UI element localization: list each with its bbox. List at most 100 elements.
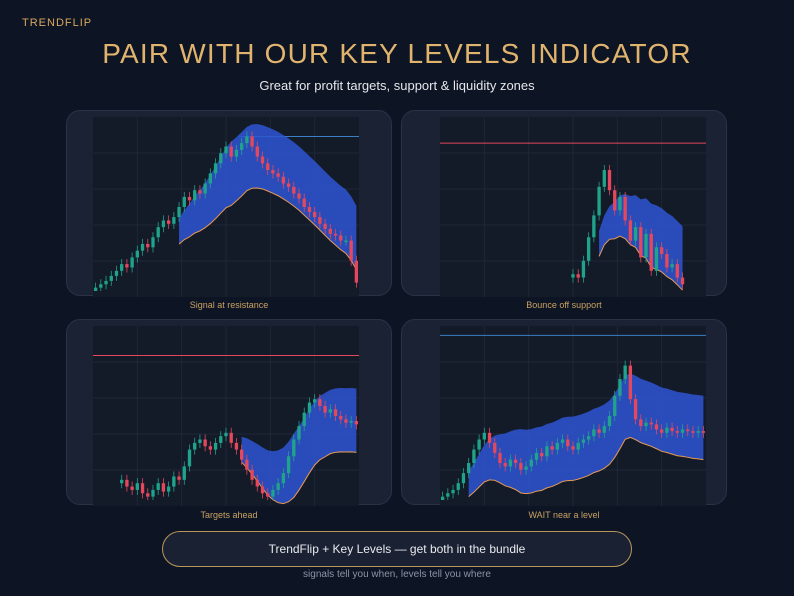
candle-body — [550, 446, 554, 450]
candle-body — [161, 220, 166, 228]
candle-body — [498, 452, 502, 464]
candle-body — [146, 493, 150, 497]
chart-1 — [93, 117, 359, 297]
candle-body — [623, 196, 627, 221]
candle-body — [618, 379, 622, 396]
candle-body — [302, 412, 306, 427]
candle-body — [623, 365, 627, 380]
candle-body — [120, 264, 124, 271]
candle-body — [276, 173, 280, 177]
candle-body — [446, 493, 450, 497]
candle-body — [675, 431, 679, 433]
candle-body — [224, 432, 228, 437]
candle-body — [203, 183, 207, 194]
candle-body — [146, 243, 150, 248]
trend-band — [468, 373, 704, 497]
candle-body — [286, 183, 291, 187]
candle-body — [576, 442, 580, 450]
candle-body — [508, 459, 513, 467]
candle-body — [245, 459, 249, 470]
candle-body — [318, 399, 322, 406]
candle-body — [245, 136, 249, 144]
candle-body — [349, 421, 353, 423]
candle-body — [161, 483, 166, 492]
candle-body — [203, 439, 207, 447]
candle-body — [644, 422, 648, 427]
candle-body — [135, 250, 140, 258]
candle-body — [120, 479, 124, 484]
candle-body — [328, 228, 332, 234]
candle-body — [524, 466, 528, 470]
candle-body — [675, 264, 679, 278]
chart-caption-2: Bounce off support — [526, 300, 602, 310]
candle-body — [701, 431, 706, 433]
candle-body — [602, 170, 606, 187]
candle-body — [665, 254, 669, 268]
candle-body — [628, 220, 633, 241]
candle-body — [250, 469, 254, 480]
candle-body — [114, 270, 119, 276]
candle-body — [487, 432, 492, 443]
candle-body — [607, 416, 612, 427]
candle-body — [166, 486, 171, 492]
candle-body — [472, 449, 476, 464]
candle-body — [250, 136, 254, 147]
candle-body — [266, 163, 270, 171]
candle-body — [151, 237, 155, 248]
candle-body — [109, 275, 113, 281]
candle-body — [125, 264, 129, 268]
candle-body — [307, 402, 312, 413]
candle-body — [187, 196, 192, 201]
candle-body — [140, 243, 145, 251]
candle-body — [266, 493, 270, 497]
candle-body — [654, 424, 659, 430]
candle-body — [302, 198, 306, 207]
candle-body — [467, 463, 471, 474]
candle-body — [354, 421, 359, 425]
candle-body — [172, 476, 176, 487]
candle-body — [680, 277, 685, 285]
chart-card-4 — [401, 319, 727, 506]
candle-body — [586, 436, 591, 440]
candle-body — [633, 399, 638, 420]
candle-body — [182, 466, 186, 480]
chart-caption-4: WAIT near a level — [528, 510, 600, 520]
trend-band-edge — [178, 187, 357, 270]
candle-body — [276, 483, 280, 490]
candle-body — [576, 274, 580, 278]
candle-body — [312, 212, 317, 218]
bundle-cta-button[interactable]: TrendFlip + Key Levels — get both in the… — [162, 531, 632, 567]
candle-body — [255, 146, 259, 157]
trend-band-edge — [468, 436, 704, 498]
candle-body — [213, 442, 218, 450]
candle-body — [323, 405, 327, 413]
candle-body — [312, 399, 317, 403]
candle-body — [592, 429, 596, 437]
chart-2 — [440, 117, 706, 297]
candle-body — [659, 429, 664, 433]
candle-body — [239, 449, 244, 460]
candle-body — [213, 163, 218, 174]
candle-body — [571, 274, 575, 278]
candle-body — [344, 240, 348, 243]
chart-card-2 — [401, 110, 727, 297]
candle-body — [292, 439, 296, 457]
candle-body — [545, 446, 549, 457]
candle-body — [686, 429, 690, 432]
tagline: signals tell you when, levels tell you w… — [303, 569, 491, 580]
candle-body — [339, 235, 343, 241]
candle-body — [477, 439, 481, 450]
candle-body — [560, 439, 565, 443]
candle-body — [581, 439, 586, 443]
candle-body — [166, 220, 171, 224]
candle-body — [297, 193, 301, 199]
candle-body — [140, 483, 145, 494]
candle-body — [333, 409, 338, 416]
candle-body — [680, 429, 685, 433]
candle-body — [597, 429, 601, 433]
candle-body — [187, 449, 192, 467]
candle-body — [670, 264, 674, 268]
candle-body — [193, 442, 197, 450]
candle-body — [292, 186, 296, 194]
candle-body — [156, 483, 160, 490]
